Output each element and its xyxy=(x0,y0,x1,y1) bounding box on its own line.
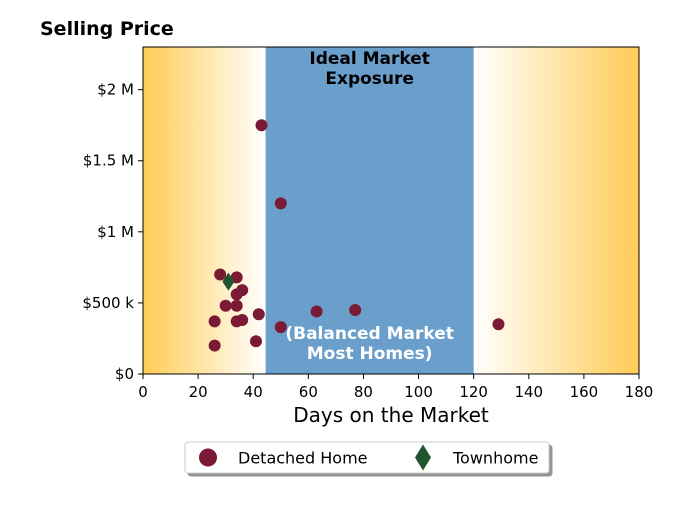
background-gradient-left xyxy=(143,47,266,374)
x-tick-label: 60 xyxy=(299,383,318,401)
legend-marker-townhome xyxy=(415,444,431,471)
x-tick-label: 160 xyxy=(570,383,599,401)
data-point-0-2 xyxy=(214,268,227,281)
x-tick-label: 80 xyxy=(354,383,373,401)
legend-box xyxy=(184,441,550,474)
data-point-0-1 xyxy=(274,197,287,210)
x-tick-label: 140 xyxy=(514,383,543,401)
x-axis-title: Days on the Market xyxy=(293,403,489,427)
data-point-0-9 xyxy=(349,304,362,317)
x-tick-label: 40 xyxy=(244,383,263,401)
data-points xyxy=(208,119,505,352)
data-point-0-7 xyxy=(230,299,243,312)
data-point-0-5 xyxy=(230,288,243,301)
x-tick-label: 100 xyxy=(404,383,433,401)
y-tick-label: $500 k xyxy=(82,294,134,312)
legend-label-townhome: Townhome xyxy=(452,449,538,468)
data-point-0-6 xyxy=(219,299,232,312)
band-label-top: Exposure xyxy=(325,69,414,89)
legend-label-detached: Detached Home xyxy=(238,449,368,468)
data-point-0-17 xyxy=(492,318,505,331)
y-tick-label: $1.5 M xyxy=(83,152,134,170)
bands xyxy=(265,47,474,374)
legend: Detached Home Townhome xyxy=(184,441,550,474)
y-tick-label: $0 xyxy=(115,365,134,383)
band-label-bottom: Most Homes) xyxy=(307,344,433,364)
data-point-0-15 xyxy=(249,335,262,348)
data-point-0-10 xyxy=(252,308,265,321)
y-axis: $0 $500 k $1 M $1.5 M $2 M xyxy=(82,81,143,383)
band-label-bottom: (Balanced Market xyxy=(285,324,454,344)
x-tick-label: 180 xyxy=(625,383,654,401)
data-point-0-16 xyxy=(208,339,221,352)
data-point-0-8 xyxy=(310,305,323,318)
x-tick-label: 20 xyxy=(189,383,208,401)
plot-frame xyxy=(142,46,640,375)
data-point-0-0 xyxy=(255,119,268,132)
y-tick-label: $2 M xyxy=(97,81,134,99)
x-tick-label: 0 xyxy=(138,383,148,401)
band-label-top: Ideal Market xyxy=(309,49,430,69)
data-point-1-0 xyxy=(222,272,235,291)
data-point-0-3 xyxy=(230,271,243,284)
x-tick-label: 120 xyxy=(459,383,488,401)
data-point-0-12 xyxy=(230,315,243,328)
chart-title: Selling Price xyxy=(40,18,174,40)
data-point-0-14 xyxy=(274,321,287,334)
data-point-0-13 xyxy=(208,315,221,328)
legend-marker-detached xyxy=(199,448,217,467)
y-tick-label: $1 M xyxy=(97,223,134,241)
ideal-exposure-band xyxy=(265,47,474,374)
x-axis: 0 20 40 60 80 100 120 140 160 180 xyxy=(138,374,653,401)
